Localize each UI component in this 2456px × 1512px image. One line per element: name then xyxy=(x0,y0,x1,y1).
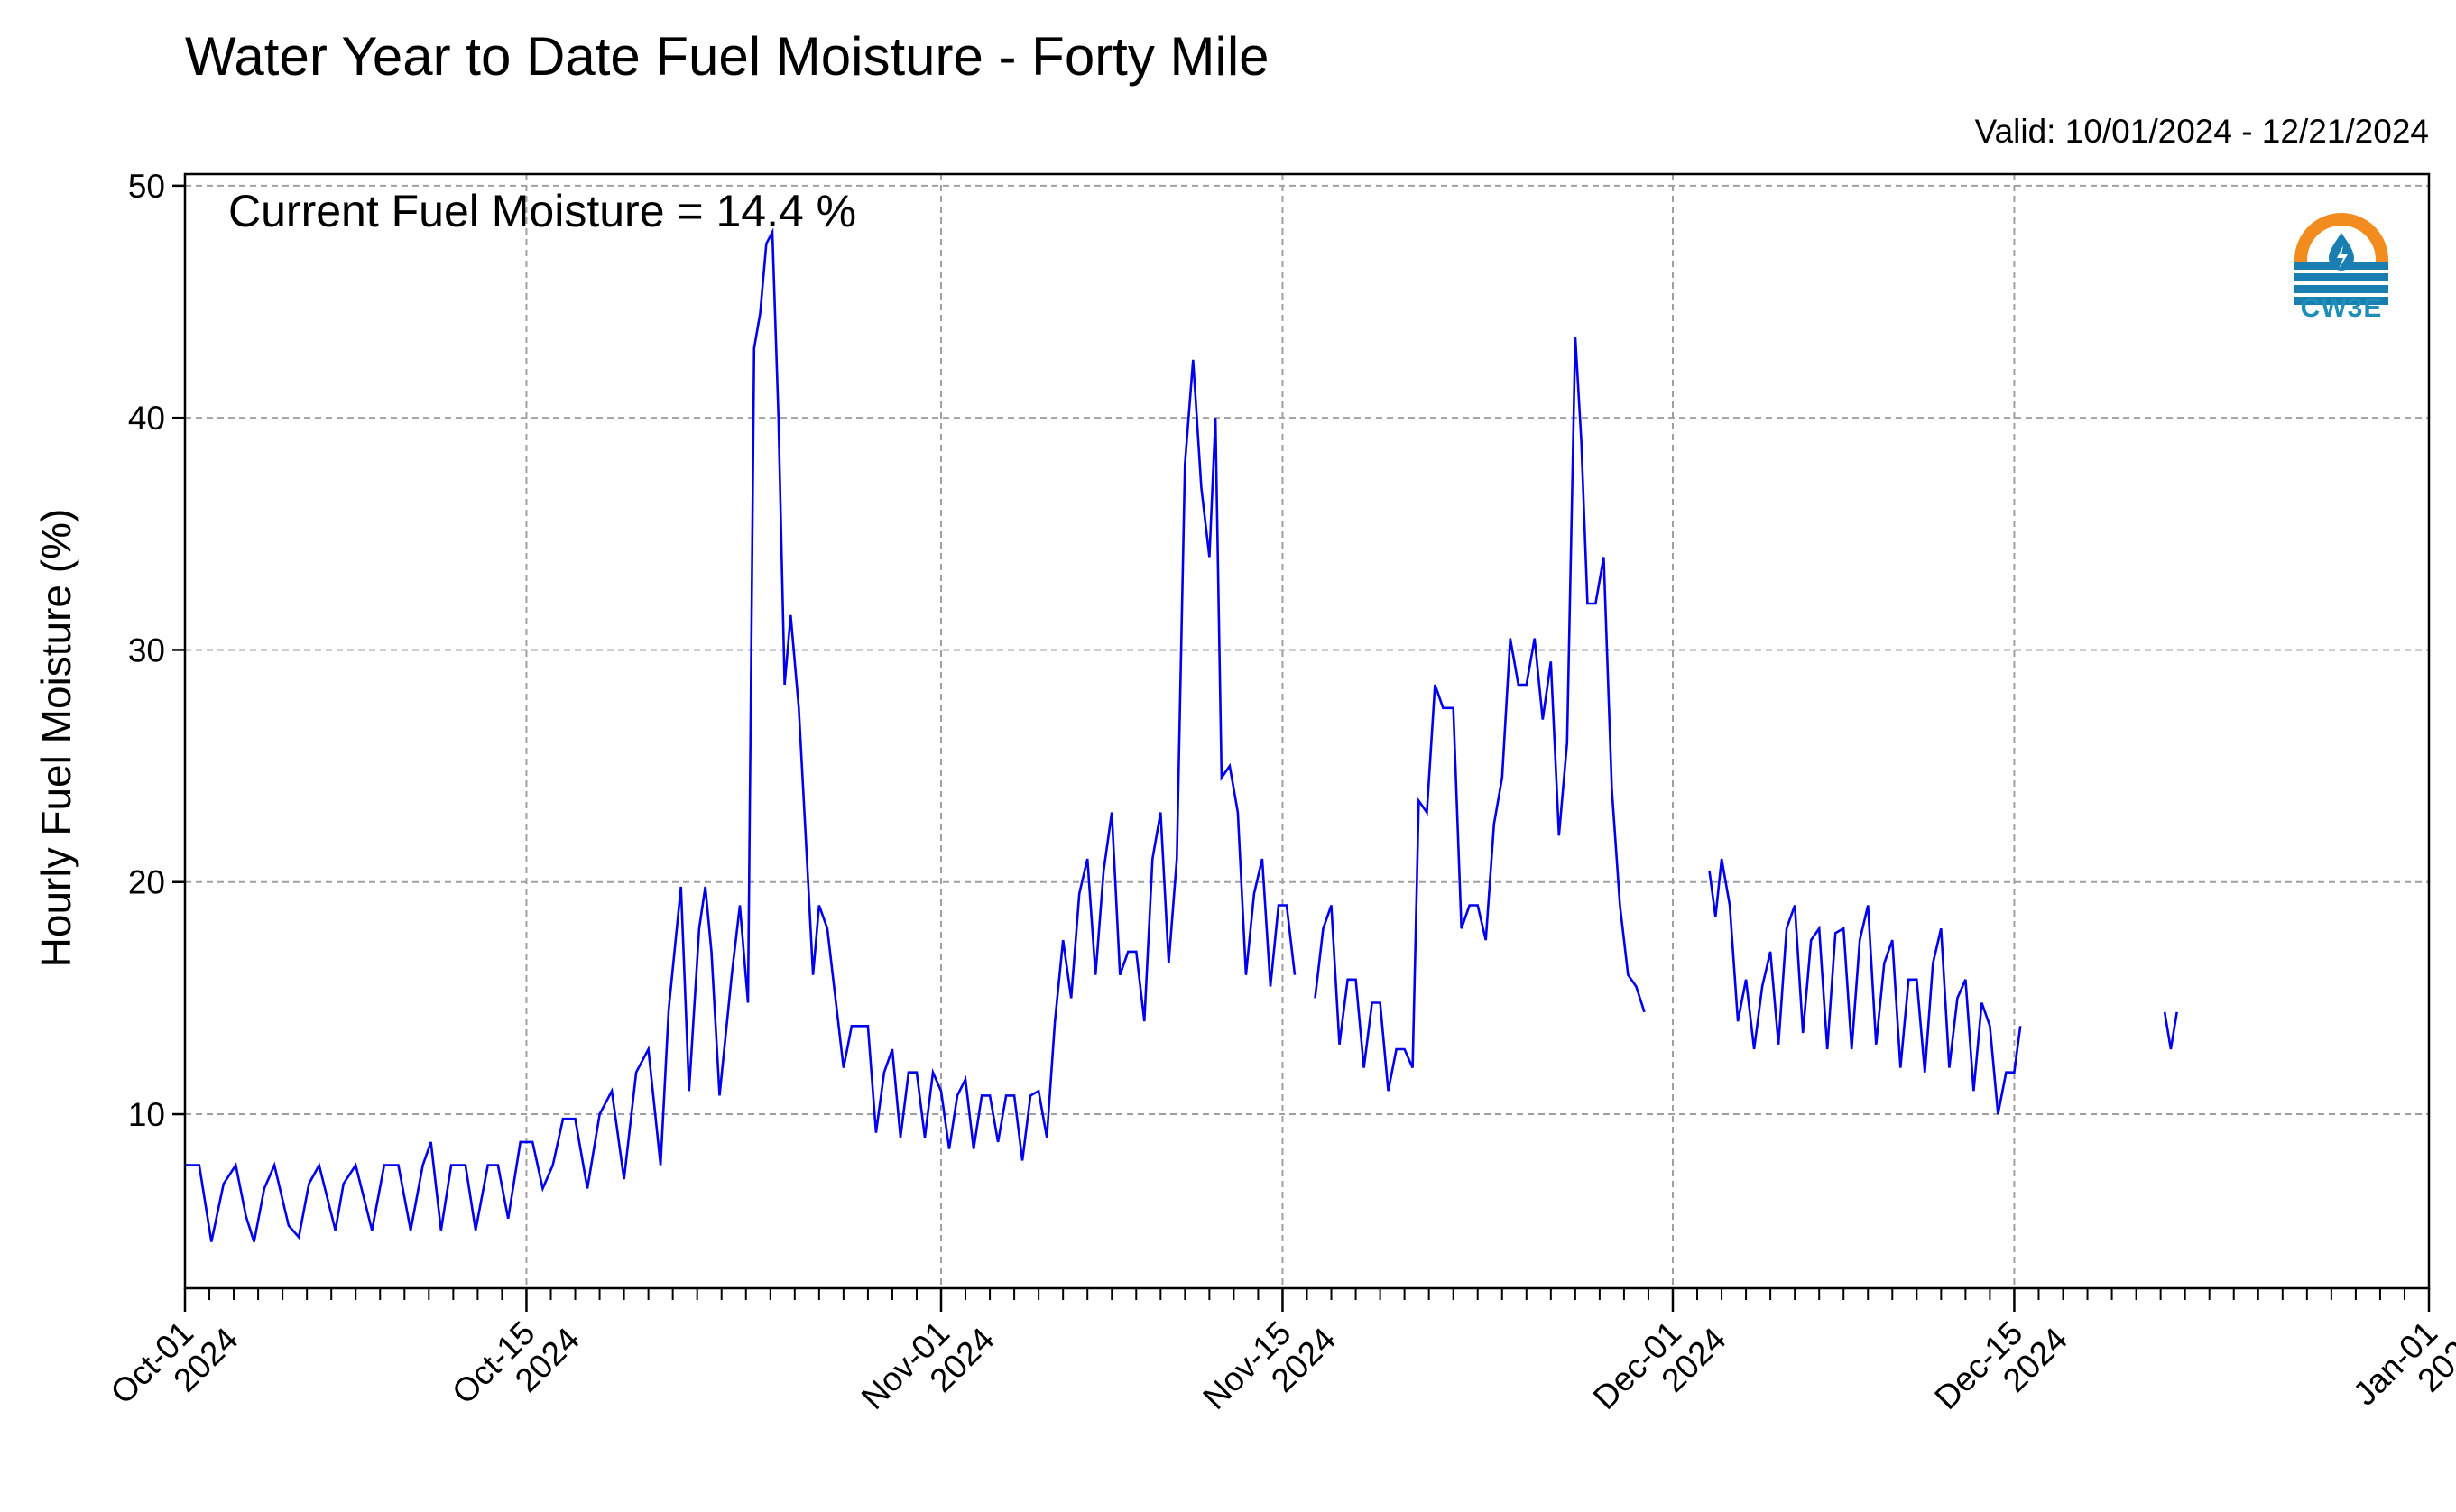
series-line xyxy=(2163,1011,2178,1050)
series-line xyxy=(1314,337,1646,1092)
valid-date-range: Valid: 10/01/2024 - 12/21/2024 xyxy=(1974,113,2429,150)
chart-title: Water Year to Date Fuel Moisture - Forty… xyxy=(185,26,1270,87)
current-moisture-annotation: Current Fuel Moisture = 14.4 % xyxy=(228,186,857,236)
grid-lines xyxy=(185,174,2429,1288)
plot-frame xyxy=(183,172,2431,1290)
y-tick-label: 10 xyxy=(128,1096,165,1133)
series-line xyxy=(1708,858,2022,1115)
y-tick-label: 20 xyxy=(128,864,165,901)
logo-text: CW3E xyxy=(2300,293,2383,323)
cw3e-logo-icon xyxy=(2294,213,2388,307)
data-series xyxy=(185,227,2178,1242)
y-tick-label: 30 xyxy=(128,632,165,668)
series-line xyxy=(185,227,1297,1242)
y-tick-label: 50 xyxy=(128,168,165,205)
y-tick-label: 40 xyxy=(128,400,165,437)
